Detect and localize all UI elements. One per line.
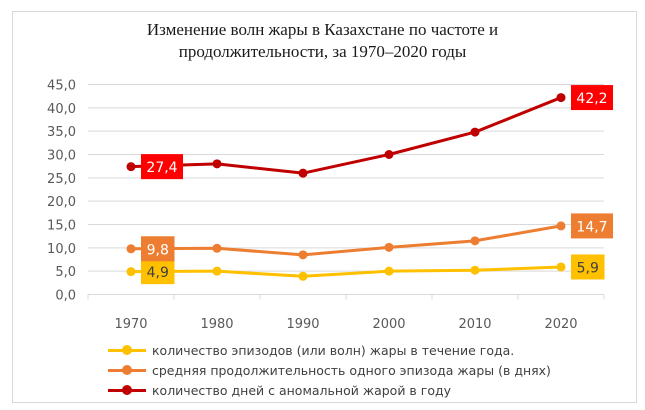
chart-area xyxy=(12,11,637,403)
y-tick-label: 0,0 xyxy=(55,289,76,304)
y-tick-label: 45,0 xyxy=(47,79,76,94)
x-tick-label: 2020 xyxy=(544,317,577,332)
data-label: 9,8 xyxy=(141,236,175,262)
x-tick-label: 1980 xyxy=(200,317,233,332)
series-line-0 xyxy=(130,265,562,278)
data-label-text: 4,9 xyxy=(147,265,169,281)
data-label-box xyxy=(571,254,605,280)
data-point xyxy=(126,267,136,277)
data-label: 42,2 xyxy=(571,85,613,111)
data-point xyxy=(384,150,394,159)
data-point xyxy=(126,244,136,254)
series-line-2 xyxy=(130,96,562,175)
legend-label: количество эпизодов (или волн) жары в те… xyxy=(152,342,515,358)
data-label: 27,4 xyxy=(141,154,183,180)
y-tick-label: 35,0 xyxy=(47,125,76,140)
series-line-1 xyxy=(130,224,562,257)
data-label: 14,7 xyxy=(571,213,613,239)
data-point xyxy=(470,127,480,137)
data-label-box xyxy=(571,85,613,111)
data-label-box xyxy=(141,154,183,180)
data-label-box xyxy=(141,236,175,262)
y-tick-label: 25,0 xyxy=(47,172,76,187)
data-point xyxy=(126,162,136,172)
legend-marker-icon xyxy=(108,344,146,356)
y-tick-label: 30,0 xyxy=(47,149,76,164)
data-label-text: 14,7 xyxy=(576,219,607,235)
legend-marker-icon xyxy=(108,384,146,396)
data-point xyxy=(384,266,394,276)
data-point xyxy=(212,159,222,169)
data-label-text: 5,9 xyxy=(577,260,599,276)
y-tick-label: 40,0 xyxy=(47,102,76,117)
data-point xyxy=(556,262,566,272)
x-tick-label: 2000 xyxy=(372,317,405,332)
data-point xyxy=(470,236,480,246)
data-point xyxy=(212,266,222,276)
legend-label: средняя продолжительность одного эпизода… xyxy=(152,362,551,378)
x-tick-label: 1970 xyxy=(114,317,147,332)
chart-title-line-2: продолжительности, за 1970–2020 годы xyxy=(178,42,467,61)
data-point xyxy=(556,221,566,231)
data-label-text: 42,2 xyxy=(576,91,607,107)
data-point xyxy=(298,271,308,281)
x-tick-label: 1990 xyxy=(286,317,319,332)
legend-item-hot-days: количество дней с аномальной жарой в год… xyxy=(108,380,551,400)
data-point xyxy=(298,250,308,260)
chart-title: Изменение волн жары в Казахстане по част… xyxy=(0,19,645,63)
data-label-box xyxy=(141,259,175,285)
data-point xyxy=(384,242,394,252)
legend-item-duration: средняя продолжительность одного эпизода… xyxy=(108,360,551,380)
legend-label: количество дней с аномальной жарой в год… xyxy=(152,382,452,398)
data-label: 5,9 xyxy=(571,254,605,280)
data-label: 4,9 xyxy=(141,259,175,285)
y-tick-label: 5,0 xyxy=(55,265,76,280)
y-tick-label: 15,0 xyxy=(47,219,76,234)
legend-marker-icon xyxy=(108,364,146,376)
legend: количество эпизодов (или волн) жары в те… xyxy=(108,340,551,400)
legend-item-episodes: количество эпизодов (или волн) жары в те… xyxy=(108,340,551,360)
data-label-box xyxy=(571,213,613,239)
data-label-text: 27,4 xyxy=(146,160,177,176)
y-tick-label: 20,0 xyxy=(47,195,76,210)
data-point xyxy=(556,93,566,103)
chart-title-line-1: Изменение волн жары в Казахстане по част… xyxy=(146,20,499,39)
y-tick-label: 10,0 xyxy=(47,242,76,257)
data-point xyxy=(298,168,308,178)
data-point xyxy=(470,265,480,275)
data-label-text: 9,8 xyxy=(147,242,169,258)
data-point xyxy=(212,243,222,253)
x-tick-label: 2010 xyxy=(458,317,491,332)
